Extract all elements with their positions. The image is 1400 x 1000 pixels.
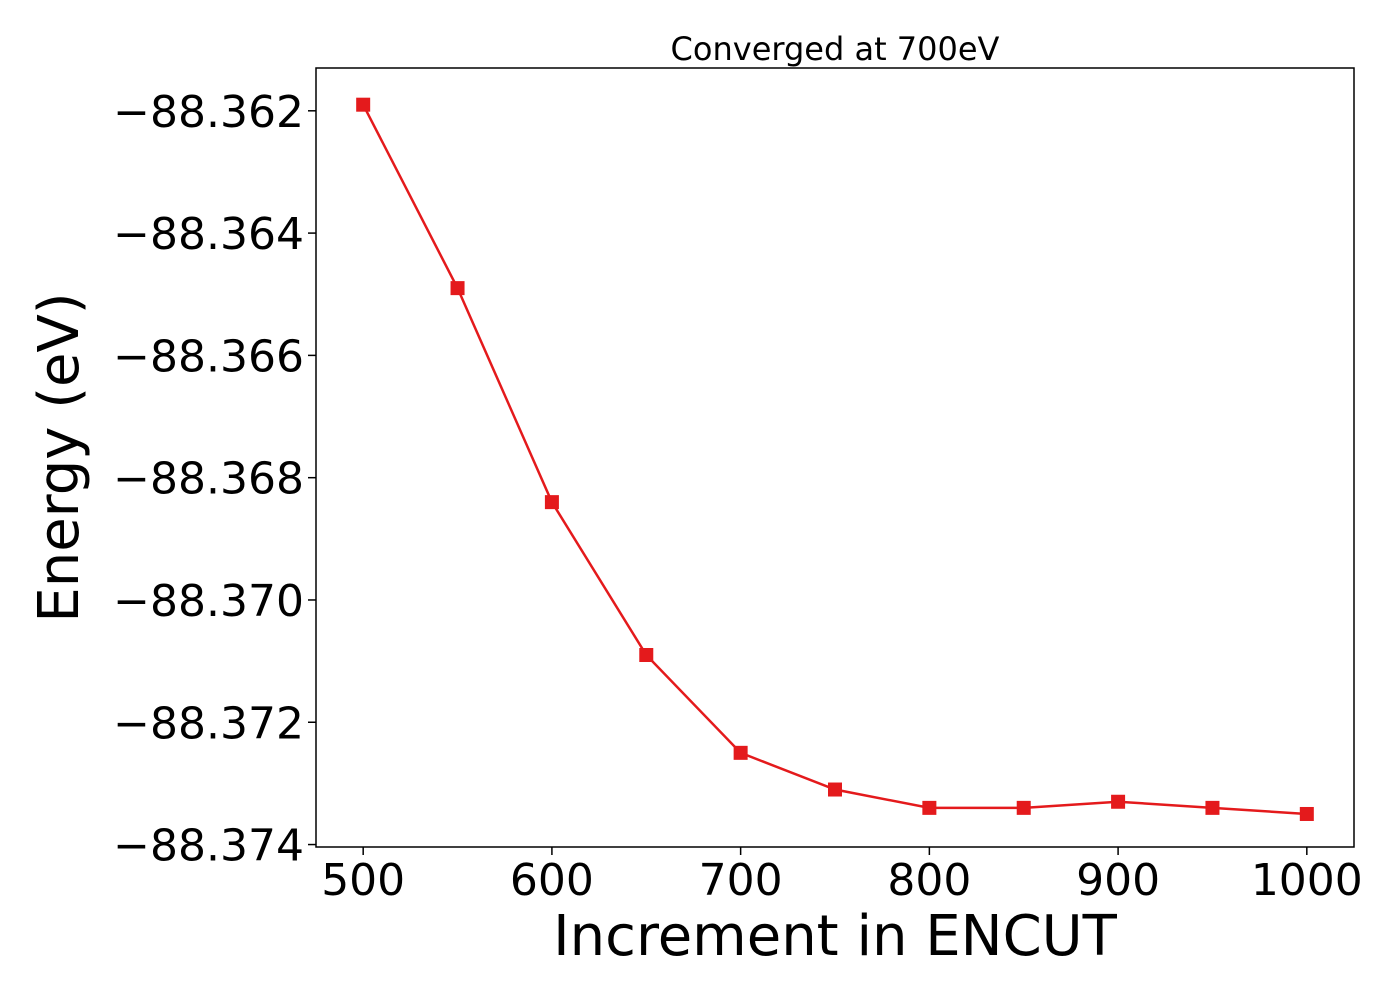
data-point-marker [544, 495, 559, 510]
x-tick-label: 1000 [1251, 855, 1363, 906]
x-tick-label: 500 [321, 855, 405, 906]
data-point-marker [733, 745, 748, 760]
x-tick-label: 700 [699, 855, 783, 906]
y-axis-title: Energy (eV) [27, 292, 92, 622]
data-point-marker [828, 782, 842, 797]
data-point-marker [1205, 800, 1220, 815]
x-axis-title: Increment in ENCUT [553, 904, 1118, 969]
series-layer [356, 97, 1314, 821]
x-tick-label: 600 [510, 855, 594, 906]
y-tick-label: −88.374 [113, 821, 304, 872]
x-tick-label: 800 [887, 855, 971, 906]
x-tick-label: 900 [1076, 855, 1160, 906]
data-point-marker [922, 800, 937, 815]
data-point-marker [639, 648, 654, 663]
data-point-marker [1016, 800, 1031, 815]
series-line [362, 104, 1307, 816]
y-tick-label: −88.366 [113, 331, 304, 382]
data-point-marker [450, 281, 465, 296]
data-point-marker [1111, 794, 1126, 809]
chart-title: Converged at 700eV [671, 30, 1000, 68]
y-tick-label: −88.370 [113, 576, 304, 627]
data-point-marker [356, 97, 371, 112]
y-tick-label: −88.362 [113, 87, 304, 138]
data-point-marker [1299, 806, 1314, 821]
y-tick-label: −88.368 [113, 454, 304, 505]
y-tick-label: −88.364 [113, 209, 304, 260]
y-tick-label: −88.372 [113, 698, 304, 749]
plot-frame [315, 67, 1355, 848]
ticks-layer: 500 600 700 800 900 1000 −88.362 −88.364 −88.366… [113, 87, 1363, 906]
